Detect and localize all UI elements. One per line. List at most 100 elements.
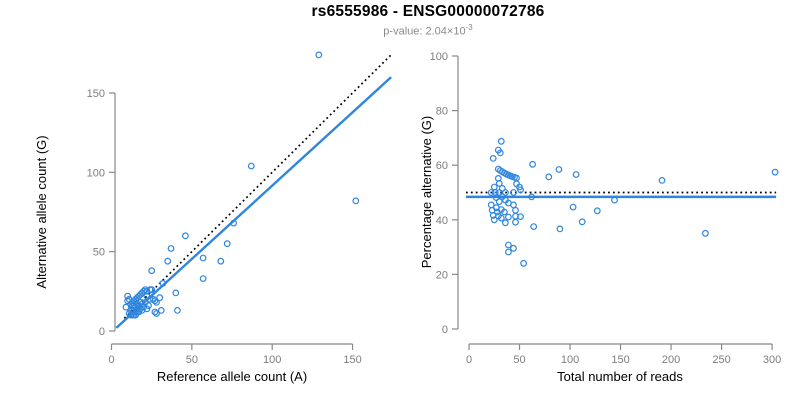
data-point [199, 254, 207, 262]
data-point [517, 186, 524, 194]
data-point [145, 302, 152, 310]
data-point [572, 171, 580, 178]
x-tick-label: 300 [763, 354, 781, 366]
x-tick-label: 0 [466, 354, 472, 366]
y-tick-label: 50 [93, 247, 105, 259]
data-point [489, 154, 497, 162]
x-tick-label: 150 [611, 354, 629, 366]
data-point [151, 297, 159, 305]
data-point [153, 310, 160, 317]
data-point [148, 267, 156, 275]
data-point [493, 208, 501, 216]
data-point [555, 166, 563, 173]
data-point [501, 208, 508, 216]
y-tick-label: 0 [99, 326, 105, 338]
plot-title: rs6555986 - ENSG00000072786 [311, 3, 545, 20]
y-tick-label: 100 [430, 51, 448, 63]
y-tick-label: 100 [87, 167, 105, 179]
data-point [593, 207, 601, 215]
data-point [315, 51, 323, 59]
data-point [173, 307, 181, 314]
identity-line [123, 54, 392, 319]
data-point [578, 218, 586, 226]
data-point [164, 257, 172, 265]
right-scatter-plot: Total number of reads Percentage alterna… [419, 51, 781, 384]
data-point [159, 280, 167, 287]
data-point [529, 160, 536, 168]
y-tick-label: 20 [436, 269, 448, 281]
data-point [124, 292, 131, 300]
data-point [247, 162, 255, 170]
data-point [497, 137, 505, 145]
data-point [148, 286, 156, 294]
x-tick-label: 100 [263, 354, 281, 366]
data-point [487, 189, 495, 196]
data-point [505, 241, 512, 249]
data-point [495, 198, 503, 206]
x-tick-label: 200 [662, 354, 680, 366]
right-x-axis-title: Total number of reads [557, 369, 683, 384]
plot-subtitle: p-value: 2.04×10-3 [383, 23, 472, 38]
data-point [512, 206, 519, 214]
x-tick-label: 50 [186, 354, 198, 366]
x-tick-label: 150 [343, 354, 361, 366]
data-point [140, 287, 148, 295]
data-point [497, 214, 505, 222]
data-point [528, 193, 535, 201]
data-point [510, 201, 517, 209]
data-point [223, 240, 231, 248]
x-tick-label: 0 [108, 354, 114, 366]
data-point [136, 299, 144, 306]
data-point [352, 197, 360, 205]
data-point [496, 149, 504, 157]
data-point [217, 257, 225, 265]
data-point [658, 176, 666, 184]
left-scatter-plot: Reference allele count (A) Alternative a… [34, 51, 392, 384]
data-point [230, 219, 238, 227]
data-point [510, 244, 517, 252]
data-point [133, 300, 141, 308]
regression-line [115, 76, 392, 329]
data-point [141, 286, 149, 294]
y-tick-label: 80 [436, 106, 448, 118]
x-tick-label: 100 [561, 354, 579, 366]
data-point [199, 275, 207, 283]
data-point [167, 245, 175, 252]
data-point [611, 196, 618, 204]
data-point [153, 299, 160, 306]
right-y-axis-title: Percentage alternative (G) [419, 116, 434, 268]
data-point [545, 173, 553, 181]
left-x-axis-title: Reference allele count (A) [157, 369, 307, 384]
data-point [505, 213, 512, 221]
data-point [495, 179, 503, 187]
data-point [510, 189, 517, 196]
data-point [181, 232, 189, 240]
data-point [122, 303, 130, 311]
data-point [490, 216, 498, 224]
left-y-axis-title: Alternative allele count (G) [34, 135, 49, 288]
subtitle-prefix: p-value: 2.04×10 [383, 25, 466, 38]
y-tick-label: 60 [436, 160, 448, 172]
data-point [771, 168, 779, 176]
data-point [505, 248, 512, 256]
x-tick-label: 250 [712, 354, 730, 366]
data-point [156, 294, 164, 302]
data-point [512, 218, 519, 226]
y-tick-label: 150 [87, 88, 105, 100]
data-point [702, 229, 709, 237]
data-point [502, 219, 509, 227]
data-point [172, 289, 180, 297]
data-point [490, 183, 498, 191]
data-point [530, 223, 538, 231]
y-tick-label: 40 [436, 215, 448, 227]
data-point [520, 259, 527, 267]
data-point [151, 308, 159, 316]
data-point [569, 203, 577, 211]
y-tick-label: 0 [442, 324, 448, 336]
subtitle-exponent: -3 [465, 23, 473, 32]
data-point [132, 311, 140, 319]
data-point [556, 225, 564, 233]
data-point [157, 307, 165, 314]
